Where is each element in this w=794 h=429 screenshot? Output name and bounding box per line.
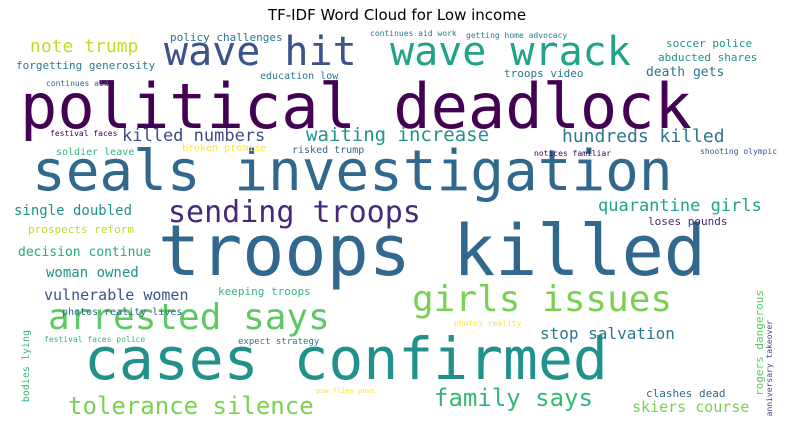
word-forgetting-generosity: forgetting generosity <box>16 59 156 72</box>
word-cloud: political deadlock troops killed seals inv… <box>10 30 788 424</box>
word-keeping-troops: keeping troops <box>218 285 311 298</box>
word-photos-reality-lives: photos reality lives <box>62 307 183 318</box>
word-quarantine-girls: quarantine girls <box>598 196 762 216</box>
word-family-says: family says <box>434 384 593 412</box>
word-arrested-says: arrested says <box>48 297 330 338</box>
word-wave-hit: wave hit <box>164 30 357 75</box>
word-vulnerable-women: vulnerable women <box>44 286 189 304</box>
word-shooting-olympic: shooting olympic <box>700 147 778 156</box>
word-waiting-increase: waiting increase <box>306 124 490 146</box>
word-abducted-shares: abducted shares <box>658 51 758 64</box>
word-notices-familiar: notices familiar <box>534 149 612 158</box>
word-seals-investigation: seals investigation <box>32 139 673 204</box>
word-risked-trump: risked trump <box>292 145 365 156</box>
word-festival-faces: festival faces <box>50 129 118 138</box>
word-troops-video: troops video <box>504 67 584 80</box>
word-rogers-dangerous: rogers dangerous <box>753 290 766 396</box>
word-bodies-lying: bodies lying <box>21 330 32 403</box>
word-woman-owned: woman owned <box>46 265 139 281</box>
word-single-doubled: single doubled <box>14 203 133 219</box>
word-photos-reality: photos reality <box>454 319 522 328</box>
word-prospects-reform: prospects reform <box>28 223 134 236</box>
chart-title: TF-IDF Word Cloud for Low income <box>267 6 527 24</box>
word-decision-continue: decision continue <box>18 245 152 260</box>
word-soldier-leave: soldier leave <box>56 147 135 158</box>
word-loses-pounds: loses pounds <box>648 215 728 228</box>
word-continues-aid-work: continues aid work <box>370 30 457 38</box>
word-sending-troops: sending troops <box>168 195 421 230</box>
word-girls-issues: girls issues <box>412 279 673 320</box>
word-expect-strategy: expect strategy <box>238 337 320 347</box>
word-clashes-dead: clashes dead <box>646 387 726 400</box>
word-education-low: education low <box>260 71 339 82</box>
word-hundreds-killed: hundreds killed <box>562 126 725 147</box>
word-festival-faces-police: festival faces police <box>44 335 146 344</box>
word-skiers-course: skiers course <box>632 398 750 416</box>
word-political-deadlock: political deadlock <box>20 70 692 143</box>
word-pow-flies-pows: pow flies pows <box>316 387 376 395</box>
word-wave-wrack: wave wrack <box>390 30 631 75</box>
word-troops-killed: troops killed <box>158 210 706 292</box>
word-soccer-police: soccer police <box>666 37 753 50</box>
word-continues-aid: continues aid <box>46 79 109 88</box>
word-broken-promise: broken promise <box>182 143 267 154</box>
word-note-trump: note trump <box>30 36 139 57</box>
word-anniversary-takeover: anniversary takeover <box>765 320 774 417</box>
word-policy-challenges: policy challenges <box>170 31 283 44</box>
word-tolerance-silence: tolerance silence <box>68 392 314 420</box>
word-getting-home-advocacy: getting home advocacy <box>466 31 568 40</box>
word-killed-numbers: killed numbers <box>122 126 266 146</box>
word-cases-confirmed: cases confirmed <box>84 325 608 393</box>
word-stop-salvation: stop salvation <box>540 324 675 343</box>
word-death-gets: death gets <box>646 65 725 80</box>
